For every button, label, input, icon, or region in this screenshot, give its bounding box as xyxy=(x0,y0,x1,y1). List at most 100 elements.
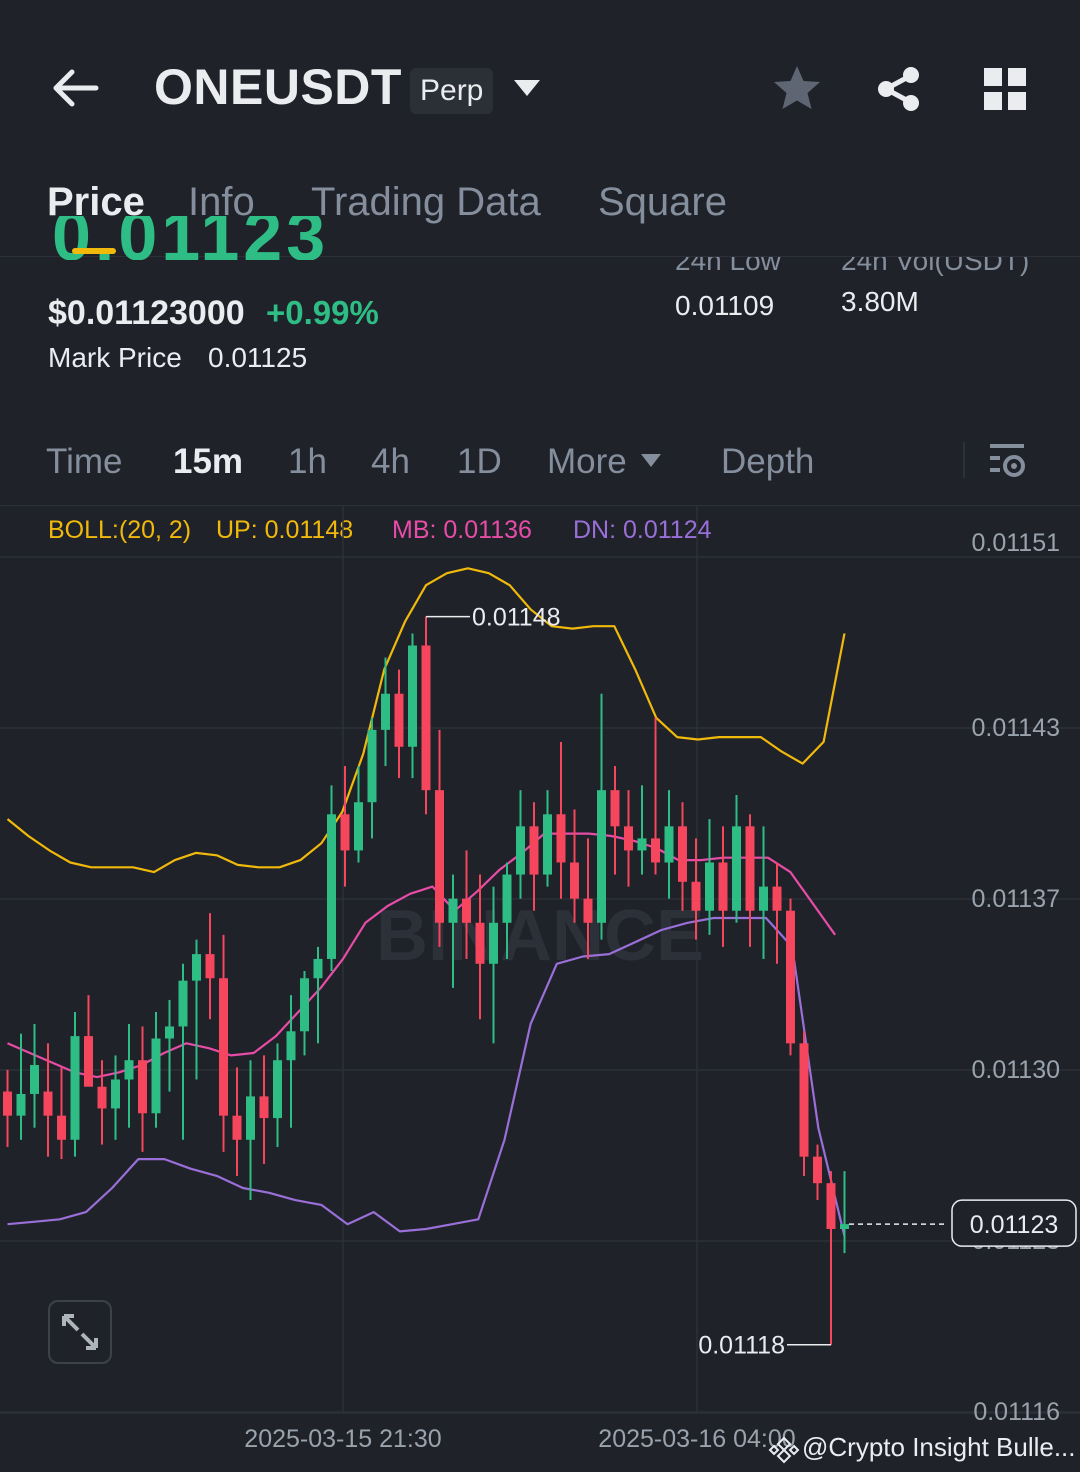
candle xyxy=(813,1144,822,1201)
candle xyxy=(637,785,647,875)
candle xyxy=(597,693,606,940)
interval-time[interactable]: Time xyxy=(46,442,123,481)
candle-body xyxy=(340,814,350,851)
candle xyxy=(786,898,795,1056)
candle xyxy=(394,669,404,779)
tab-square[interactable]: Square xyxy=(598,180,727,224)
y-tick-label: 0.01130 xyxy=(971,1056,1060,1084)
candle-body xyxy=(745,826,755,911)
chart-settings-icon[interactable] xyxy=(988,442,1028,480)
interval-1h[interactable]: 1h xyxy=(288,442,327,481)
candle xyxy=(691,838,701,940)
grid-icon[interactable] xyxy=(984,68,1026,110)
star-icon[interactable] xyxy=(772,64,822,112)
boll-mb: MB: 0.01136 xyxy=(392,516,532,544)
y-tick-label: 0.01151 xyxy=(971,529,1060,557)
candle xyxy=(205,913,215,1020)
candle-body xyxy=(799,1043,809,1157)
boll-up: UP: 0.01148 xyxy=(216,516,354,544)
candle xyxy=(475,874,485,1020)
candle xyxy=(354,766,363,863)
candle-body xyxy=(826,1183,836,1229)
back-arrow-icon[interactable] xyxy=(50,66,100,110)
boll-lower-line xyxy=(7,916,846,1237)
candle-body xyxy=(529,826,539,875)
more-caret-icon[interactable] xyxy=(640,453,662,469)
candle xyxy=(489,886,498,1044)
y-tick-label: 0.01116 xyxy=(973,1398,1060,1426)
candlestick-chart[interactable]: BINANCE 0.01151 0.01143 0.01137 0.01130 0.01… xyxy=(0,505,1080,1472)
candle xyxy=(610,766,620,875)
candle-body xyxy=(259,1096,269,1119)
candle-body xyxy=(705,862,714,911)
current-price-label: 0.01123 xyxy=(970,1211,1059,1239)
candle-body xyxy=(718,862,728,911)
vol-24h-value: 3.80M xyxy=(841,286,919,317)
interval-15m[interactable]: 15m xyxy=(173,442,244,481)
x-tick-label: 2025-03-16 04:00 xyxy=(598,1425,795,1453)
candle-body xyxy=(327,814,336,959)
candle xyxy=(705,819,714,935)
candle-body xyxy=(70,1036,80,1140)
candle-body xyxy=(111,1079,120,1109)
dropdown-caret-icon[interactable] xyxy=(512,78,542,100)
candle-body xyxy=(772,886,782,911)
candle xyxy=(732,794,741,923)
candle xyxy=(462,850,471,959)
candle xyxy=(178,963,188,1140)
tab-trading-data[interactable]: Trading Data xyxy=(311,180,541,224)
candle-body xyxy=(300,978,309,1032)
candle xyxy=(421,616,431,815)
candle xyxy=(367,717,377,839)
interval-4h[interactable]: 4h xyxy=(371,442,410,481)
candle xyxy=(624,790,633,887)
candle xyxy=(124,1024,134,1128)
low-24h-label: 24h Low xyxy=(675,257,781,276)
candle xyxy=(300,971,309,1056)
candle-body xyxy=(138,1060,147,1114)
vol-24h-label: 24h Vol(USDT) xyxy=(841,257,1030,276)
expand-chart-button[interactable] xyxy=(48,1300,112,1364)
symbol-title[interactable]: ONEUSDT xyxy=(154,59,402,115)
candle-body xyxy=(219,978,228,1116)
candle-body xyxy=(313,958,323,979)
candle-body xyxy=(759,886,768,911)
candle xyxy=(583,838,593,959)
candle-body xyxy=(610,790,620,827)
candle xyxy=(570,809,579,923)
candle-body xyxy=(408,645,417,747)
candle-body xyxy=(475,922,485,964)
candle xyxy=(664,790,674,899)
candle-body xyxy=(16,1093,26,1116)
candle xyxy=(111,1055,120,1140)
candle-body xyxy=(840,1224,849,1229)
source-watermark: @Crypto Insight Bulle... xyxy=(802,1432,1076,1462)
active-tab-indicator xyxy=(72,248,116,254)
candle-body xyxy=(732,826,741,911)
tab-price[interactable]: Price xyxy=(47,180,145,224)
candle xyxy=(651,717,660,875)
candle xyxy=(408,633,417,779)
candle xyxy=(516,790,525,899)
candle xyxy=(3,1069,12,1148)
y-tick-label: 0.01143 xyxy=(971,714,1060,742)
candle xyxy=(219,934,228,1152)
candle xyxy=(381,657,390,767)
candle-body xyxy=(354,802,363,851)
share-icon[interactable] xyxy=(874,64,924,114)
boll-upper-line xyxy=(6,567,846,874)
source-watermark-icon xyxy=(768,1436,800,1464)
candle xyxy=(57,1067,66,1160)
candle xyxy=(826,1171,836,1345)
interval-depth[interactable]: Depth xyxy=(721,442,815,481)
x-tick-label: 2025-03-15 21:30 xyxy=(244,1425,441,1453)
candle-body xyxy=(151,1038,161,1114)
candle-body xyxy=(97,1086,107,1109)
interval-1d[interactable]: 1D xyxy=(457,442,502,481)
candle xyxy=(340,766,350,887)
tab-info[interactable]: Info xyxy=(188,180,255,224)
candle xyxy=(151,1011,161,1128)
candle xyxy=(84,995,93,1087)
candle xyxy=(435,729,444,947)
interval-more[interactable]: More xyxy=(547,442,627,481)
